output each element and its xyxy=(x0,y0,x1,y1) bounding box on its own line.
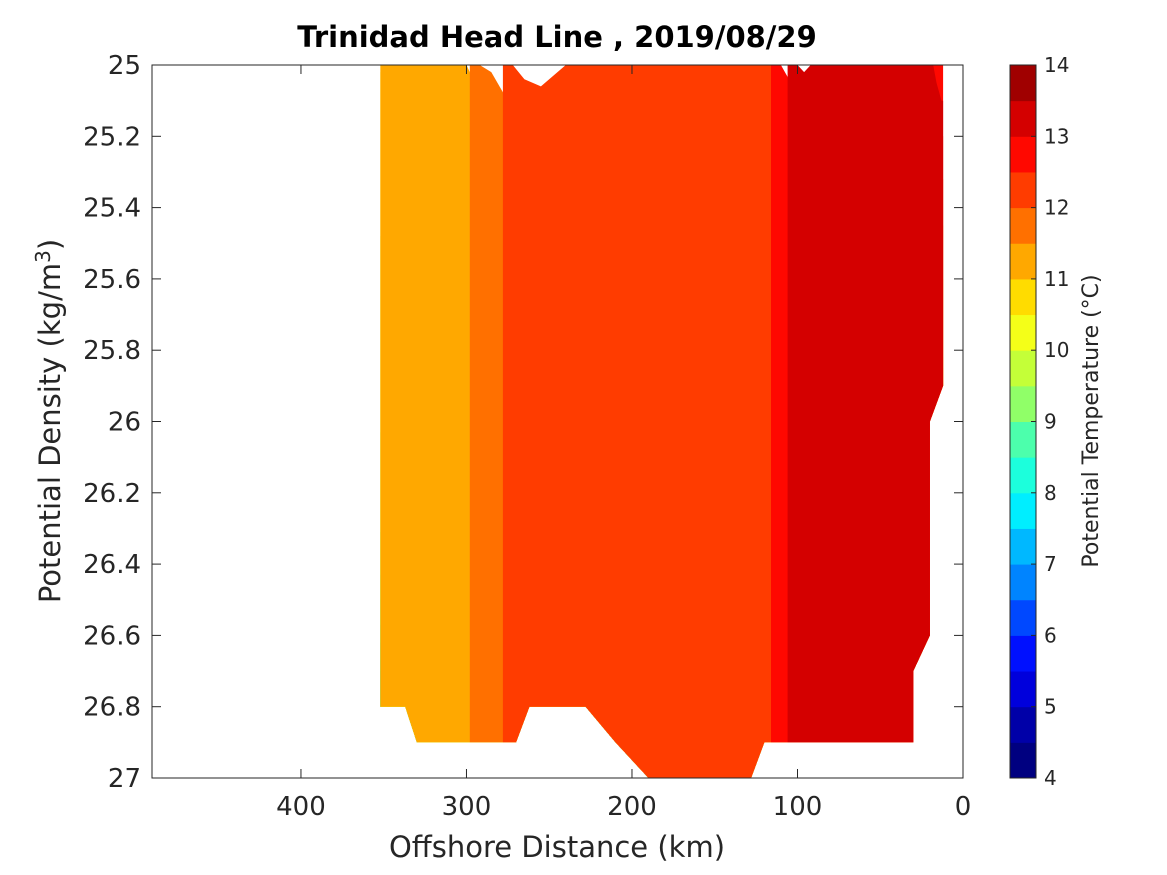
colorbar-swatch xyxy=(1010,100,1036,137)
y-tick-label: 26.6 xyxy=(83,621,141,651)
colorbar-swatch xyxy=(1010,243,1036,280)
colorbar-swatch xyxy=(1010,278,1036,316)
colorbar-swatch xyxy=(1010,350,1036,387)
x-tick-label: 0 xyxy=(955,792,972,822)
colorbar-swatch xyxy=(1010,492,1036,529)
colorbar-swatch xyxy=(1010,599,1036,636)
y-tick-label: 25.4 xyxy=(83,194,141,224)
colorbar-swatch xyxy=(1010,742,1036,779)
contour-layer xyxy=(380,65,944,778)
colorbar-swatch xyxy=(1010,706,1036,743)
colorbar-swatch xyxy=(1010,136,1036,173)
y-tick-label: 26.4 xyxy=(83,550,141,580)
colorbar-tick-label: 8 xyxy=(1044,481,1057,505)
y-tick-label: 27 xyxy=(108,764,141,794)
y-axis-label-superscript: 3 xyxy=(31,250,55,263)
plot-area xyxy=(152,65,963,778)
colorbar-tick-label: 11 xyxy=(1044,267,1069,291)
colorbar-tick-label: 6 xyxy=(1044,623,1057,647)
x-tick-label: 200 xyxy=(607,792,657,822)
y-tick-label: 25.6 xyxy=(83,265,141,295)
contour-band xyxy=(787,65,944,778)
x-axis: 400 300 200 100 0 xyxy=(276,65,971,822)
colorbar-tick-label: 14 xyxy=(1044,53,1069,77)
colorbar-label: Potential Temperature (°C) xyxy=(1079,274,1104,567)
colorbar-swatch xyxy=(1010,65,1036,102)
colorbar-tick-label: 12 xyxy=(1044,196,1069,220)
y-tick-label: 25.2 xyxy=(83,122,141,152)
y-tick-label: 25.8 xyxy=(83,336,141,366)
chart-title: Trinidad Head Line , 2019/08/29 xyxy=(297,20,817,54)
y-tick-label: 26.2 xyxy=(83,479,141,509)
colorbar-swatch xyxy=(1010,528,1036,565)
colorbar-tick-label: 4 xyxy=(1044,766,1057,790)
colorbar-tick-label: 10 xyxy=(1044,338,1069,362)
colorbar-swatch xyxy=(1010,421,1036,458)
x-tick-label: 100 xyxy=(773,792,823,822)
x-tick-label: 300 xyxy=(442,792,492,822)
colorbar-swatch xyxy=(1010,671,1036,708)
colorbar-tick-label: 9 xyxy=(1044,410,1057,434)
colorbar-swatch xyxy=(1010,314,1036,351)
y-axis: 25 25.2 25.4 25.6 25.8 26 26.2 26.4 26.6 26.8 27 xyxy=(83,51,963,794)
y-axis-label-close: ) xyxy=(33,239,67,250)
colorbar-tick-label: 13 xyxy=(1044,124,1069,148)
colorbar-tick-label: 5 xyxy=(1044,695,1057,719)
y-axis-label: Potential Density (kg/m3) xyxy=(31,239,67,603)
colorbar-swatch xyxy=(1010,385,1036,422)
colorbar-swatch xyxy=(1010,564,1036,601)
y-tick-label: 26.8 xyxy=(83,693,141,723)
x-tick-label: 400 xyxy=(276,792,326,822)
y-tick-label: 25 xyxy=(108,51,141,81)
colorbar-swatch xyxy=(1010,207,1036,244)
y-tick-label: 26 xyxy=(108,408,141,438)
colorbar-swatch xyxy=(1010,457,1036,494)
y-axis-label-main: Potential Density (kg/m xyxy=(33,263,67,603)
colorbar-swatch xyxy=(1010,171,1036,209)
colorbar-tick-label: 7 xyxy=(1044,552,1057,576)
colorbar-swatch xyxy=(1010,635,1036,672)
colorbar: 4 5 6 7 8 9 10 11 12 13 14 xyxy=(1009,53,1069,790)
x-axis-label: Offshore Distance (km) xyxy=(389,830,725,864)
